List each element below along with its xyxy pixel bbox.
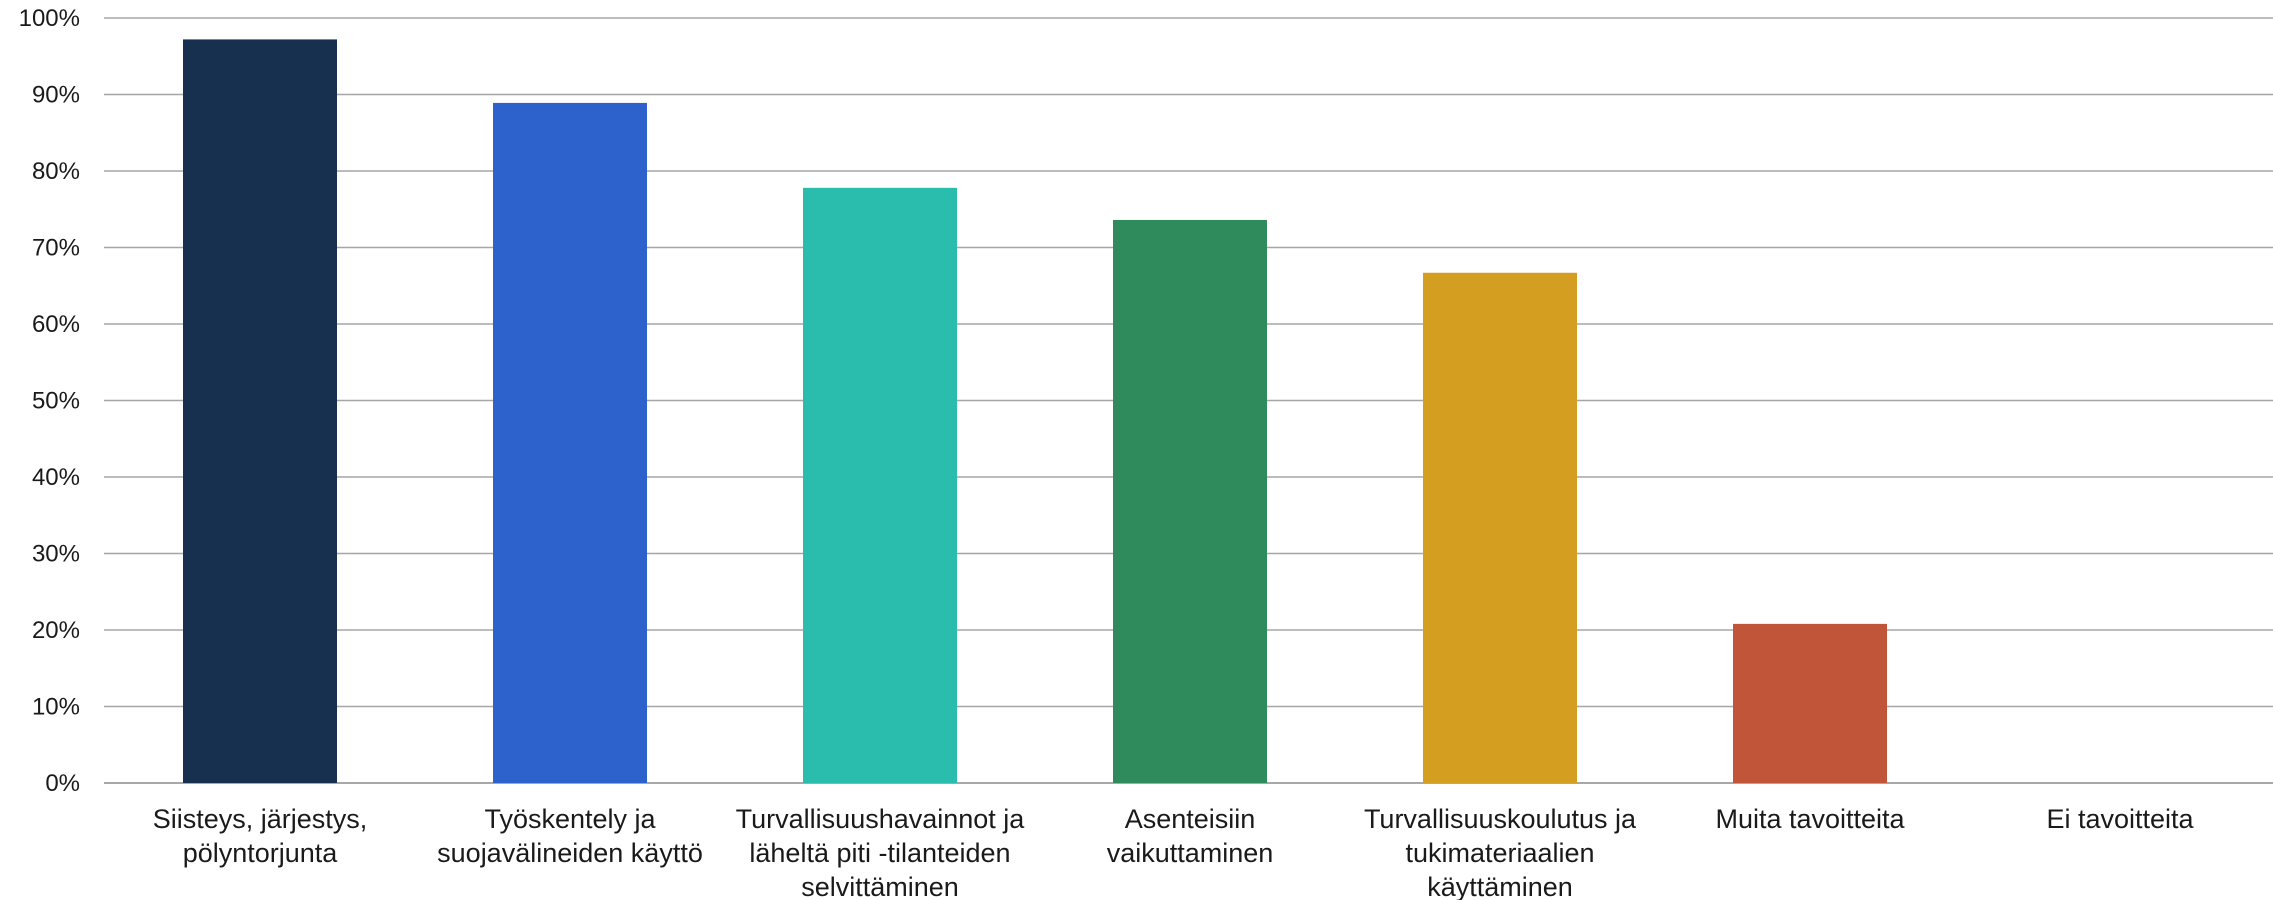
y-tick-label: 60% — [32, 311, 80, 338]
y-tick-label: 0% — [45, 770, 80, 797]
y-tick-label: 80% — [32, 158, 80, 185]
x-category-label-line: vaikuttaminen — [1107, 838, 1274, 868]
x-category-label-line: käyttäminen — [1427, 872, 1573, 900]
x-category-label-line: Asenteisiin — [1125, 804, 1256, 834]
y-tick-label: 10% — [32, 694, 80, 721]
bar — [1423, 272, 1577, 783]
bar — [183, 39, 337, 784]
x-category-label-line: läheltä piti -tilanteiden — [749, 838, 1010, 868]
x-category-label: Työskentely ja suojavälineiden käyttö — [437, 804, 703, 868]
x-category-label-line: Turvallisuushavainnot ja — [736, 804, 1026, 834]
y-tick-label: 30% — [32, 541, 80, 568]
x-category-label-line: tukimateriaalien — [1405, 838, 1594, 868]
bar-layer — [183, 39, 1887, 784]
y-axis-ticks: 0% 10% 20% 30% 40% 50% 60% 70% 80% 90% 100% — [19, 5, 80, 797]
bar — [1113, 219, 1267, 783]
bar — [803, 187, 957, 783]
x-category-label: Muita tavoitteita — [1715, 804, 1905, 834]
x-axis-labels: Siisteys, järjestys, pölyntorjunta Työsken… — [153, 804, 2195, 900]
x-category-label-line: Siisteys, järjestys, — [153, 804, 368, 834]
y-tick-label: 70% — [32, 235, 80, 262]
y-tick-label: 50% — [32, 388, 80, 415]
y-tick-label: 100% — [19, 5, 80, 32]
x-category-label-line: pölyntorjunta — [183, 838, 339, 868]
x-category-label-line: Ei tavoitteita — [2046, 804, 2194, 834]
x-category-label-line: Turvallisuuskoulutus ja — [1364, 804, 1637, 834]
x-category-label: Turvallisuushavainnot ja läheltä piti -ti… — [736, 804, 1026, 900]
x-category-label: Turvallisuuskoulutus ja tukimateriaalien k… — [1364, 804, 1637, 900]
x-category-label: Ei tavoitteita — [2046, 804, 2194, 834]
x-category-label-line: Työskentely ja — [484, 804, 656, 834]
bar — [493, 102, 647, 784]
x-category-label-line: selvittäminen — [801, 872, 959, 900]
bar — [1733, 623, 1887, 783]
y-tick-label: 20% — [32, 617, 80, 644]
y-tick-label: 40% — [32, 464, 80, 491]
x-category-label: Asenteisiin vaikuttaminen — [1107, 804, 1274, 868]
x-category-label-line: Muita tavoitteita — [1715, 804, 1905, 834]
x-category-label-line: suojavälineiden käyttö — [437, 838, 703, 868]
x-category-label: Siisteys, järjestys, pölyntorjunta — [153, 804, 368, 868]
y-tick-label: 90% — [32, 82, 80, 109]
